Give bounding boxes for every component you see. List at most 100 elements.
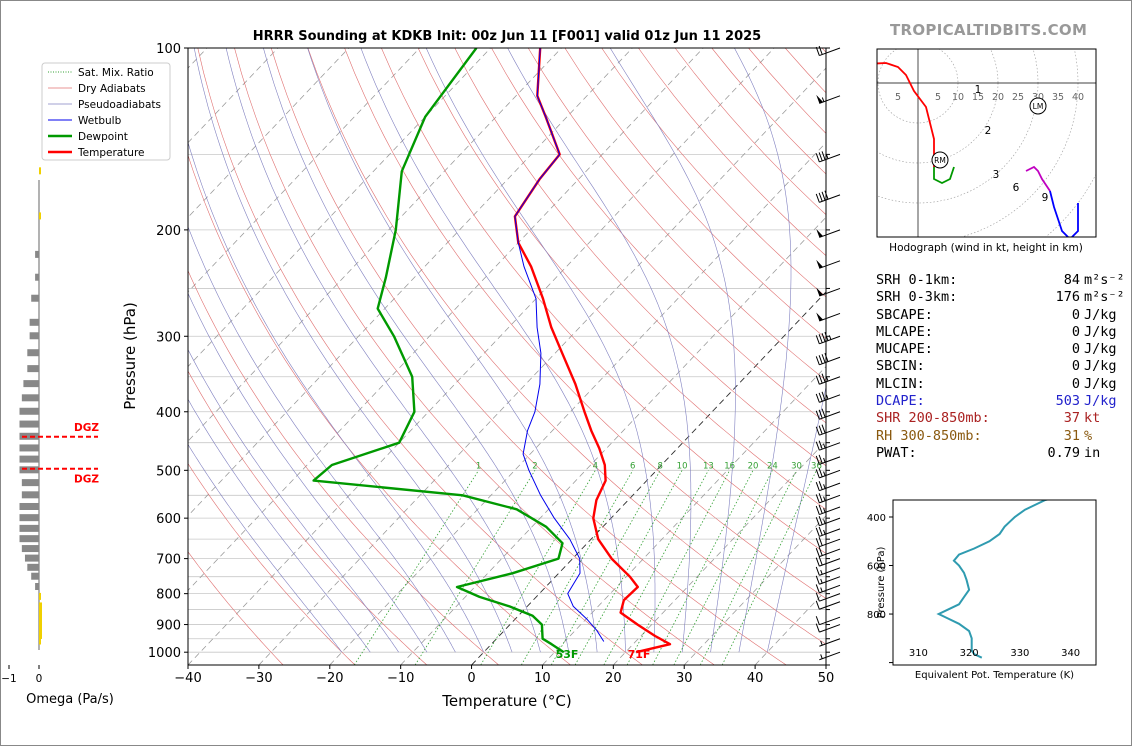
y-tick-label: 900 [156,619,181,634]
dry-adiabat [307,48,826,645]
mixing-ratio-label: 1 [476,461,481,471]
omega-bar [39,608,42,616]
stat-unit: kt [1084,410,1101,427]
wind-barb [815,468,841,479]
stat-row: RH 300-850mb: 31% [876,428,1125,445]
wind-barb [815,493,841,504]
omega-bar [19,420,39,428]
barb-flag [815,566,820,576]
omega-bar [29,332,39,340]
stat-value: 37 [1063,410,1080,427]
barb-shaft [819,638,841,647]
barb-shaft [819,456,841,465]
stat-row: MLCIN: 0 J/kg [876,376,1125,393]
legend-label: Wetbulb [78,115,122,127]
dry-adiabat [454,48,826,467]
mixing-ratio-label: 4 [593,461,598,471]
wind-barb [815,480,841,492]
barb-shaft [819,194,841,203]
stat-value: 0 [1071,358,1080,375]
mixing-ratio-label: 30 [791,461,802,471]
omega-bar [39,631,42,639]
mixing-ratio-label: 2 [532,461,537,471]
barb-shaft [819,593,841,602]
pseudoadiabat [263,48,570,653]
x-tick-label: 50 [818,671,835,686]
wind-barb [816,228,841,238]
barb-flag [815,356,820,365]
barb-shaft [819,335,841,345]
legend-label: Temperature [77,147,145,159]
omega-tick-label: 0 [36,673,43,685]
wind-barb [815,600,841,610]
barb-shaft [819,548,841,558]
stat-row: SHR 200-850mb: 37 kt [876,410,1125,427]
hodo-ring-label: 5 [895,92,901,103]
barb-flag [818,409,823,419]
skewt-axes-frame [187,47,827,666]
barb-flag [815,393,820,403]
mixing-ratio-line [521,470,634,665]
stat-row: PWAT: 0.79 in [876,445,1125,462]
hodo-trace-blue [1049,190,1079,237]
omega-bar [21,545,39,553]
barb-flag [821,373,826,383]
barb-flag [815,375,820,385]
omega-bar [19,444,39,452]
thetae-x-tick-label: 320 [960,648,979,659]
theta-e-plot: 400 600 800 310 320 330 340 Equivalent Pot. Tem… [867,499,1097,681]
barb-flag [818,480,823,490]
isotherm-line [329,142,826,665]
stat-unit: % [1084,427,1093,444]
barb-half-flag [821,97,825,102]
barb-shaft [819,567,841,576]
barb-flag [815,482,820,491]
barb-flag [821,333,826,342]
wind-barb [815,504,841,516]
barb-flag [818,45,823,55]
barb-half-flag [820,569,823,575]
omega-bar [39,637,41,645]
hodo-ring-label: 15 [972,92,984,103]
stat-label: DCAPE: [876,393,925,410]
barb-flag [821,408,826,418]
temperature-profile [513,48,672,654]
skewt-title: HRRR Sounding at KDKB Init: 00z Jun 11 [… [253,29,761,44]
stat-label: MLCIN: [876,375,925,392]
dry-adiabat [234,48,715,665]
barb-flag [815,153,820,163]
hodo-height-label: 2 [985,125,992,137]
dry-adiabat [381,48,826,554]
barb-shaft [819,229,841,238]
barb-shaft [819,376,841,385]
barb-flag [824,332,829,341]
barb-shaft [819,601,841,610]
mixing-ratio-line [480,470,596,665]
x-axis-label: Temperature (°C) [441,692,571,710]
thetae-x-tick-label: 340 [1061,648,1080,659]
stat-unit: J/kg [1084,323,1117,340]
hodo-ring-label: 20 [992,92,1004,103]
pseudoadiabat [425,48,656,653]
thetae-y-tick-label: 800 [867,610,886,621]
pseudoadiabat [193,48,513,653]
barb-half-flag [828,335,832,340]
barb-flag [818,468,823,477]
pseudoadiabat [188,398,371,653]
wind-barb [815,190,841,203]
hodo-clip [877,49,1096,237]
barb-pennant [816,312,824,321]
stat-label: SBCIN: [876,358,925,375]
barb-flag [824,353,829,362]
hodo-frame [876,48,1097,238]
stat-label: PWAT: [876,444,917,461]
stat-label: SHR 200-850mb: [876,410,990,427]
y-tick-label: 400 [156,406,181,421]
isotherm-line [258,67,826,665]
omega-bar [39,167,41,175]
barb-shaft [819,482,841,492]
omega-axis-label: Omega (Pa/s) [26,692,114,707]
stat-row: DCAPE: 503 J/kg [876,393,1125,410]
mixing-ratio-line [574,470,683,665]
stat-unit: in [1084,444,1101,461]
